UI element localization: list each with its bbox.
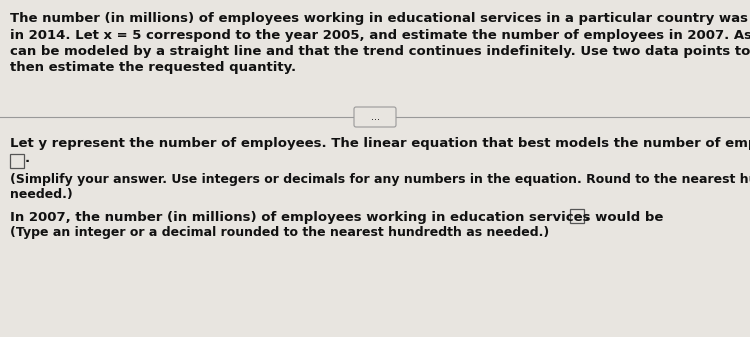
- Bar: [10, 153, 24, 167]
- Text: in 2014. Let x = 5 correspond to the year 2005, and estimate the number of emplo: in 2014. Let x = 5 correspond to the yea…: [10, 29, 750, 41]
- Text: Let y represent the number of employees. The linear equation that best models th: Let y represent the number of employees.…: [10, 137, 750, 150]
- Text: .: .: [585, 211, 590, 223]
- Text: (Simplify your answer. Use integers or decimals for any numbers in the equation.: (Simplify your answer. Use integers or d…: [10, 174, 750, 186]
- Text: needed.): needed.): [10, 188, 73, 201]
- Text: ...: ...: [370, 112, 380, 122]
- Text: can be modeled by a straight line and that the trend continues indefinitely. Use: can be modeled by a straight line and th…: [10, 45, 750, 58]
- Text: then estimate the requested quantity.: then estimate the requested quantity.: [10, 61, 296, 74]
- Text: (Type an integer or a decimal rounded to the nearest hundredth as needed.): (Type an integer or a decimal rounded to…: [10, 226, 549, 239]
- FancyBboxPatch shape: [354, 107, 396, 127]
- Text: The number (in millions) of employees working in educational services in a parti: The number (in millions) of employees wo…: [10, 12, 750, 25]
- Text: In 2007, the number (in millions) of employees working in education services wou: In 2007, the number (in millions) of emp…: [10, 211, 663, 223]
- Bar: [570, 209, 584, 222]
- Text: .: .: [25, 153, 30, 165]
